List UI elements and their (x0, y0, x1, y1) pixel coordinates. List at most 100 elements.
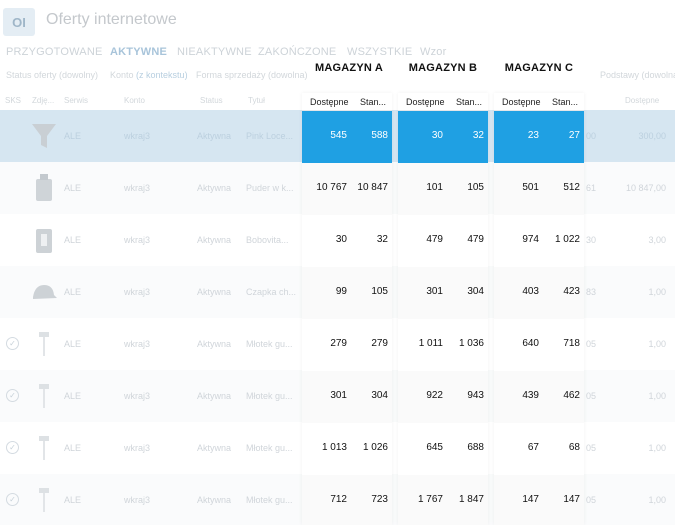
available-qty: 1 011 (418, 338, 443, 349)
row-tytul[interactable]: Puder w k... (246, 183, 294, 193)
row-tytul[interactable]: Młotek gu... (246, 443, 293, 453)
col-dostepne-header[interactable]: Dostępne (502, 97, 541, 107)
row-checkbox[interactable]: ✓ (6, 389, 19, 402)
col-sks[interactable]: SKS (5, 96, 22, 105)
available-qty: 974 (522, 234, 539, 245)
tab-zakonczone[interactable]: ZAKOŃCZONE (258, 46, 337, 58)
tab-wszystkie[interactable]: WSZYSTKIE (347, 46, 413, 58)
stock-qty: 423 (563, 286, 580, 297)
available-qty: 501 (522, 182, 539, 193)
warehouse-cell[interactable]: 640 718 (494, 319, 584, 371)
warehouse-cell[interactable]: 301 304 (302, 371, 392, 423)
row-checkbox[interactable]: ✓ (6, 441, 19, 454)
stock-qty: 32 (472, 130, 484, 141)
row-tytul[interactable]: Młotek gu... (246, 339, 293, 349)
warehouse-cell[interactable]: 501 512 (494, 163, 584, 215)
row-serwis: ALE (64, 183, 82, 193)
row-checkbox[interactable]: ✓ (6, 493, 19, 506)
warehouse-cell[interactable]: 545 588 (302, 111, 392, 163)
warehouse-a-title: MAGAZYN A (315, 62, 383, 74)
warehouse-cell[interactable]: 479 479 (398, 215, 488, 267)
col-stan-header[interactable]: Stan... (552, 97, 579, 107)
col-zdjecie[interactable]: Zdję... (32, 96, 55, 105)
stock-qty: 32 (376, 234, 388, 245)
warehouse-cell[interactable]: 403 423 (494, 267, 584, 319)
tab-aktywne[interactable]: AKTYWNE (110, 46, 168, 58)
funnel-icon (28, 119, 60, 153)
tab-przygotowane[interactable]: PRZYGOTOWANE (6, 46, 103, 58)
warehouse-cell[interactable]: 30 32 (398, 111, 488, 163)
filter-status[interactable]: Status oferty (dowolny) (6, 70, 99, 80)
stock-qty: 462 (563, 390, 580, 401)
stock-qty: 105 (467, 182, 484, 193)
warehouse-cell[interactable]: 67 68 (494, 423, 584, 475)
available-qty: 279 (330, 338, 347, 349)
col-stan-header[interactable]: Stan... (456, 97, 483, 107)
row-status: Aktywna (197, 495, 232, 505)
warehouse-cell[interactable]: 922 943 (398, 371, 488, 423)
row-status: Aktywna (197, 235, 232, 245)
col-stan-header[interactable]: Stan... (360, 97, 387, 107)
stock-qty: 1 847 (458, 494, 484, 505)
hammer-icon (28, 327, 60, 361)
warehouse-cell[interactable]: 1 767 1 847 (398, 475, 488, 525)
col-serwis[interactable]: Serwis (64, 96, 89, 105)
row-serwis: ALE (64, 391, 82, 401)
warehouse-cell[interactable]: 23 27 (494, 111, 584, 163)
warehouse-cell[interactable]: 974 1 022 (494, 215, 584, 267)
stock-qty: 304 (371, 390, 388, 401)
warehouse-cell[interactable]: 101 105 (398, 163, 488, 215)
tab-nieaktywne[interactable]: NIEAKTYWNE (177, 46, 252, 58)
table-row[interactable]: ALE wkraj3 Aktywna Bobovita... 30 3,00 (0, 214, 675, 266)
available-qty: 147 (522, 494, 539, 505)
warehouse-cell[interactable]: 1 013 1 026 (302, 423, 392, 475)
col-konto[interactable]: Konto (124, 96, 145, 105)
bottle-icon (28, 171, 60, 205)
row-price: 3,00 (648, 235, 666, 245)
stock-qty: 479 (467, 234, 484, 245)
warehouse-cell[interactable]: 10 767 10 847 (302, 163, 392, 215)
warehouse-cell[interactable]: 99 105 (302, 267, 392, 319)
filter-podstawy[interactable]: Podstawy (dowolna) (600, 70, 675, 80)
stock-qty: 105 (371, 286, 388, 297)
table-row[interactable]: ✓ ALE wkraj3 Aktywna Młotek gu... 05 1,00 (0, 318, 675, 370)
col-dostepne-header[interactable]: Dostępne (310, 97, 349, 107)
warehouse-c-title: MAGAZYN C (504, 62, 574, 74)
warehouse-cell[interactable]: 301 304 (398, 267, 488, 319)
row-status: Aktywna (197, 339, 232, 349)
col-dostepne[interactable]: Dostępne (625, 96, 660, 105)
row-tytul[interactable]: Młotek gu... (246, 391, 293, 401)
row-tytul[interactable]: Czapka ch... (246, 287, 297, 297)
warehouse-cell[interactable]: 30 32 (302, 215, 392, 267)
row-konto: wkraj3 (124, 495, 151, 505)
table-row[interactable]: ✓ ALE wkraj3 Aktywna Młotek gu... 05 1,00 (0, 422, 675, 474)
available-qty: 640 (522, 338, 539, 349)
available-qty: 545 (330, 130, 347, 141)
row-price: 1,00 (648, 287, 666, 297)
warehouse-cell[interactable]: 712 723 (302, 475, 392, 525)
row-checkbox[interactable]: ✓ (6, 337, 19, 350)
row-tytul[interactable]: Pink Loce... (246, 131, 294, 141)
col-status[interactable]: Status (200, 96, 223, 105)
row-suffix: 30 (586, 235, 597, 245)
available-qty: 301 (426, 286, 443, 297)
warehouse-cell[interactable]: 147 147 (494, 475, 584, 525)
row-tytul[interactable]: Bobovita... (246, 235, 289, 245)
warehouse-c-column: Dostępne Stan... 23 27 501 512 974 1 022… (494, 93, 584, 525)
filter-konto[interactable]: Konto (z kontekstu) (110, 70, 188, 80)
tab-wzor[interactable]: Wzor (420, 46, 447, 58)
row-tytul[interactable]: Młotek gu... (246, 495, 293, 505)
row-suffix: 61 (586, 183, 597, 193)
filter-konto-link[interactable]: (z kontekstu) (136, 70, 188, 80)
filter-konto-label: Konto (110, 70, 134, 80)
col-tytul[interactable]: Tytuł (248, 96, 265, 105)
col-dostepne-header[interactable]: Dostępne (406, 97, 445, 107)
warehouse-cell[interactable]: 439 462 (494, 371, 584, 423)
stock-qty: 1 022 (554, 234, 580, 245)
warehouse-cell[interactable]: 645 688 (398, 423, 488, 475)
row-status: Aktywna (197, 131, 232, 141)
filter-forma[interactable]: Forma sprzedaży (dowolna) (196, 70, 308, 80)
row-status: Aktywna (197, 443, 232, 453)
warehouse-cell[interactable]: 1 011 1 036 (398, 319, 488, 371)
warehouse-cell[interactable]: 279 279 (302, 319, 392, 371)
